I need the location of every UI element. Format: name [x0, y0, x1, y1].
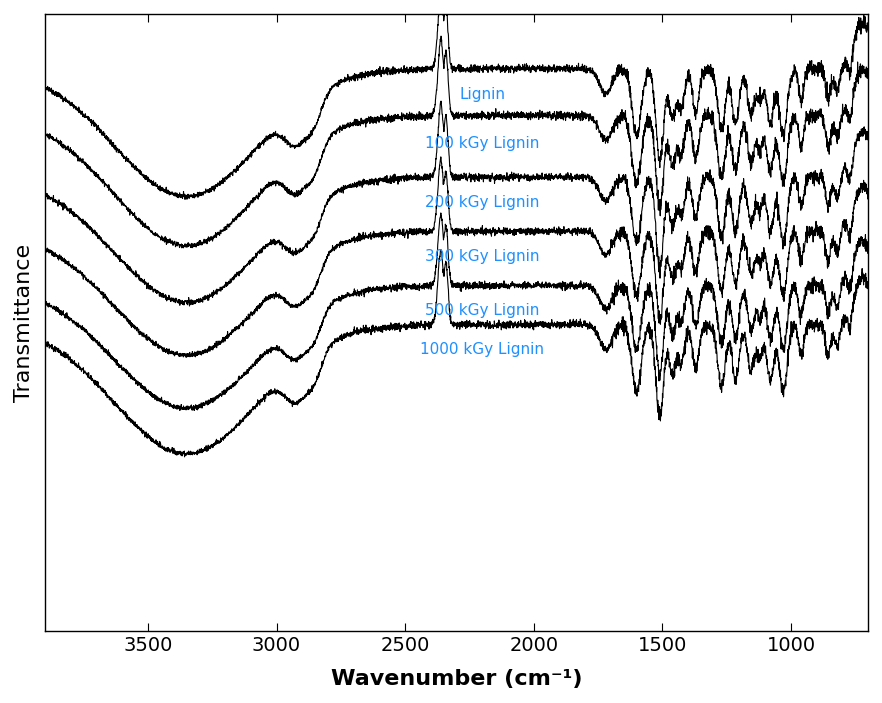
X-axis label: Wavenumber (cm⁻¹): Wavenumber (cm⁻¹) — [331, 669, 582, 689]
Text: 300 kGy Lignin: 300 kGy Lignin — [425, 249, 540, 264]
Text: 500 kGy Lignin: 500 kGy Lignin — [425, 303, 540, 318]
Text: Lignin: Lignin — [460, 86, 505, 102]
Text: 100 kGy Lignin: 100 kGy Lignin — [425, 136, 540, 151]
Text: 1000 kGy Lignin: 1000 kGy Lignin — [421, 342, 544, 357]
Text: 200 kGy Lignin: 200 kGy Lignin — [425, 195, 540, 210]
Y-axis label: Transmittance: Transmittance — [14, 243, 34, 401]
